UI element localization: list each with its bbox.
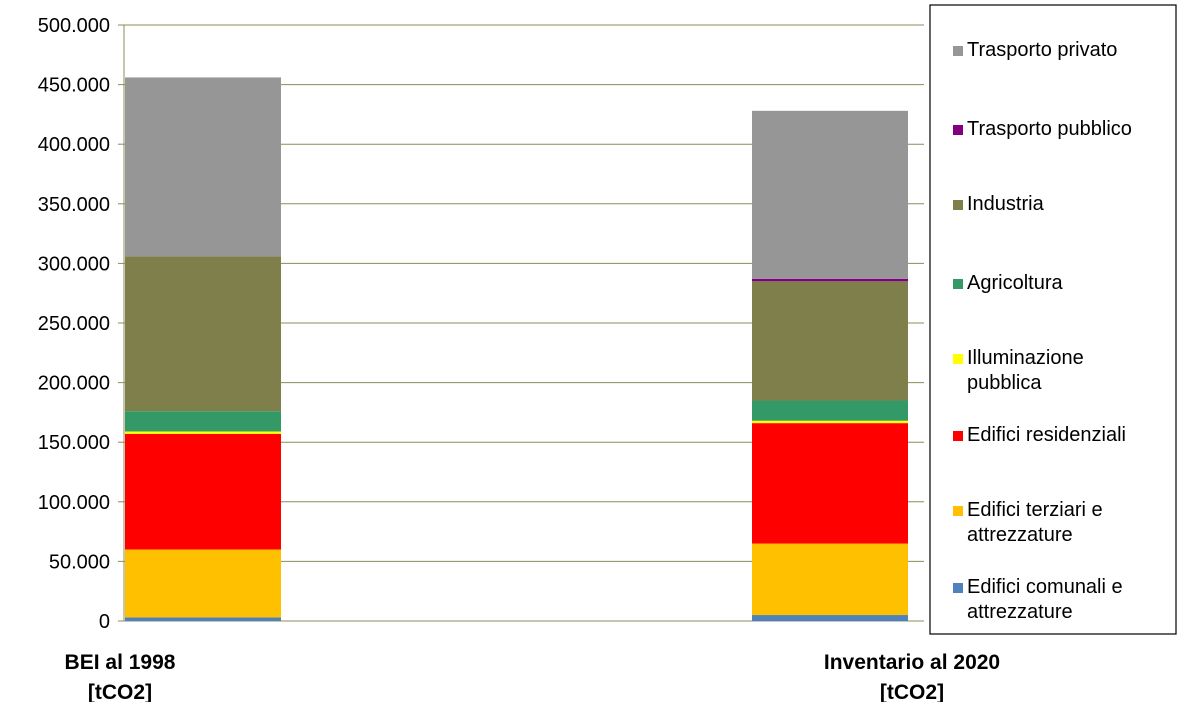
- legend-swatch: [953, 125, 963, 135]
- y-tick-label: 250.000: [38, 313, 110, 335]
- y-tick-label: 450.000: [38, 75, 110, 97]
- y-tick-label: 150.000: [38, 432, 110, 454]
- y-tick-label: 50.000: [49, 551, 110, 573]
- bars: [125, 77, 908, 621]
- legend-swatch: [953, 200, 963, 210]
- bar-segment: [752, 423, 908, 544]
- bar-segment: [752, 281, 908, 401]
- legend-label: Edifici comunali e: [967, 576, 1123, 598]
- legend-swatch: [953, 583, 963, 593]
- bar-segment: [125, 77, 281, 257]
- bar-segment: [752, 420, 908, 424]
- legend-label: Industria: [967, 193, 1045, 215]
- legend-label: Illuminazione: [967, 347, 1084, 369]
- bar-segment: [752, 110, 908, 279]
- bar-segment: [125, 256, 281, 412]
- legend-label: pubblica: [967, 372, 1042, 394]
- legend-label: Agricoltura: [967, 272, 1063, 294]
- legend: Trasporto privato Trasporto pubblico Indus…: [929, 4, 1177, 635]
- y-tick-label: 0: [99, 611, 110, 633]
- y-tick-label: 400.000: [38, 134, 110, 156]
- legend-label: attrezzature: [967, 524, 1073, 546]
- legend-swatch: [953, 506, 963, 516]
- bar-segment: [752, 615, 908, 621]
- bar-segment: [752, 278, 908, 282]
- bar-segment: [125, 549, 281, 618]
- legend-label: Edifici residenziali: [967, 424, 1126, 446]
- y-tick-label: 200.000: [38, 373, 110, 395]
- legend-swatch: [953, 354, 963, 364]
- y-tick-label: 500.000: [38, 15, 110, 37]
- bar-segment: [125, 411, 281, 432]
- bar-segment: [752, 400, 908, 421]
- legend-box: [929, 4, 1177, 635]
- y-axis: 0 50.000 100.000 150.000 200.000 250.000 300.0…: [38, 15, 924, 633]
- legend-label: Trasporto pubblico: [967, 118, 1132, 140]
- bar-segment: [752, 543, 908, 616]
- x-axis-labels: BEI al 1998 [tCO2] Inventario al 2020 [tCO2…: [65, 651, 1001, 702]
- bar-segment: [125, 431, 281, 434]
- y-tick-label: 100.000: [38, 492, 110, 514]
- legend-swatch: [953, 46, 963, 56]
- legend-label: Trasporto privato: [967, 39, 1117, 61]
- x-category-label: Inventario al 2020: [824, 651, 1000, 674]
- bar-segment: [125, 433, 281, 550]
- legend-label: attrezzature: [967, 601, 1073, 623]
- y-tick-label: 300.000: [38, 253, 110, 275]
- legend-swatch: [953, 279, 963, 289]
- x-category-label: BEI al 1998: [65, 651, 176, 674]
- legend-label: Edifici terziari e: [967, 499, 1103, 521]
- bar-segment: [125, 617, 281, 621]
- x-category-label: [tCO2]: [880, 681, 944, 702]
- x-category-label: [tCO2]: [88, 681, 152, 702]
- legend-swatch: [953, 431, 963, 441]
- y-tick-label: 350.000: [38, 194, 110, 216]
